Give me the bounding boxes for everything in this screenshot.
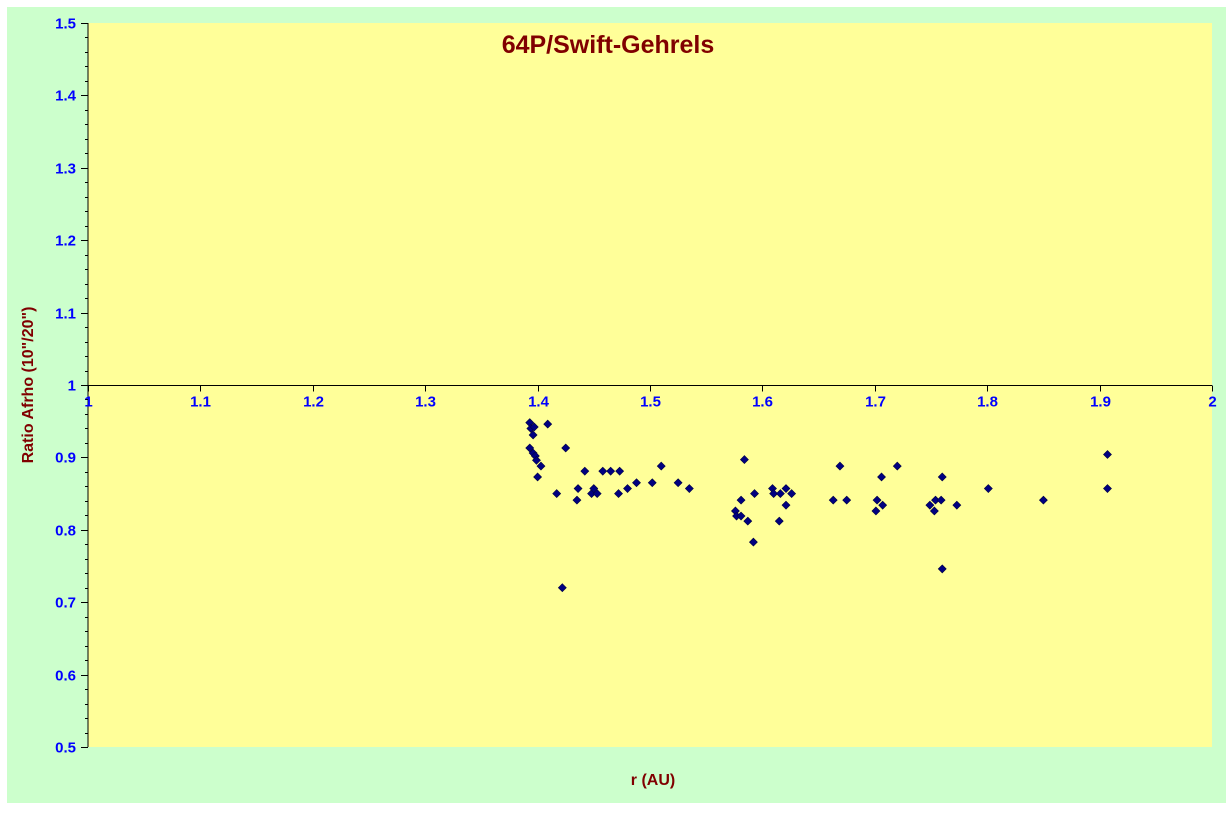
data-points — [525, 418, 1112, 593]
y-tick-label: 1.2 — [55, 233, 76, 250]
x-tick-label: 1.5 — [640, 394, 661, 411]
data-point — [739, 455, 749, 464]
x-tick-label: 1.4 — [528, 394, 550, 411]
data-point — [529, 422, 539, 432]
data-point — [892, 461, 902, 471]
data-point — [647, 478, 657, 488]
data-point — [936, 495, 946, 505]
data-point — [871, 506, 881, 516]
y-tick-label: 1.4 — [55, 88, 77, 105]
y-tick-label: 0.5 — [55, 740, 76, 757]
x-tick-label: 2 — [1208, 394, 1216, 411]
data-point — [952, 500, 962, 510]
x-tick-label: 1.9 — [1090, 394, 1111, 411]
data-point — [750, 489, 759, 499]
x-axis-title: r (AU) — [631, 772, 675, 789]
data-point — [842, 495, 852, 505]
data-point — [552, 489, 562, 499]
data-point — [592, 489, 602, 499]
data-point — [748, 537, 758, 547]
data-point — [872, 495, 882, 505]
x-tick-label: 1.1 — [190, 394, 211, 411]
data-point — [632, 478, 641, 488]
x-tick-label: 1 — [84, 394, 92, 411]
data-point — [835, 461, 845, 471]
x-tick-label: 1.8 — [977, 394, 998, 411]
data-point — [684, 484, 694, 493]
chart-title: 64P/Swift-Gehrels — [502, 31, 715, 59]
data-point — [623, 484, 632, 493]
data-point — [580, 466, 590, 476]
data-point — [656, 461, 666, 471]
data-point — [525, 443, 535, 453]
data-point — [598, 466, 608, 476]
data-point — [536, 461, 546, 471]
y-tick-label: 0.7 — [55, 595, 76, 612]
data-point — [878, 500, 888, 510]
y-tick-label: 1.5 — [55, 16, 76, 33]
data-point — [533, 472, 543, 482]
data-point — [775, 489, 785, 499]
data-point — [573, 484, 583, 493]
data-point — [983, 484, 993, 493]
data-point — [925, 500, 935, 510]
scatter-chart: 0.50.60.70.80.911.11.21.31.41.5 1 1.1 1.2 1… — [20, 16, 1217, 790]
data-point — [606, 466, 616, 476]
data-point — [828, 495, 838, 505]
x-tick-label: 1.7 — [865, 394, 886, 411]
data-point — [929, 506, 939, 516]
x-tick-label: 1.2 — [303, 394, 324, 411]
data-point — [589, 484, 599, 493]
data-point — [673, 478, 683, 488]
y-axis: 0.5 0.6 0.7 0.8 0.9 1 1.1 1.2 1.3 1.4 1.5 — [55, 16, 89, 757]
data-point — [615, 466, 625, 476]
data-point — [572, 495, 582, 505]
data-point — [557, 583, 567, 593]
data-point — [937, 472, 947, 482]
y-tick-label: 1 — [68, 378, 76, 395]
data-point — [781, 484, 791, 493]
y-tick-label: 0.8 — [55, 523, 76, 540]
y-tick-label: 0.6 — [55, 668, 76, 685]
y-tick-label: 1.1 — [55, 306, 76, 323]
data-point — [1103, 484, 1112, 493]
y-tick-label: 0.9 — [55, 450, 76, 467]
data-point — [787, 489, 797, 499]
data-point — [769, 489, 779, 499]
chart-area: 0.5 0.6 0.7 0.8 0.9 1 1.1 1.2 1.3 1.4 1.5 1 1.1 1.2 1… — [7, 7, 1226, 803]
data-point — [1038, 495, 1048, 505]
data-point — [736, 511, 746, 521]
data-point — [1103, 450, 1112, 459]
data-point — [937, 564, 947, 574]
data-point — [736, 495, 746, 505]
data-point — [781, 500, 791, 510]
data-point — [774, 516, 784, 526]
x-axis: 1 1.1 1.2 1.3 1.4 1.5 1.6 1.7 1.8 1.9 2 — [84, 385, 1217, 411]
x-tick-label: 1.3 — [415, 394, 436, 411]
data-point — [528, 430, 538, 440]
x-tick-label: 1.6 — [752, 394, 773, 411]
data-point — [532, 455, 541, 465]
y-axis-title: Ratio Afrho (10"/20") — [20, 307, 37, 464]
data-point — [743, 516, 753, 526]
data-point — [543, 419, 553, 429]
data-point — [561, 443, 571, 453]
y-tick-label: 1.3 — [55, 161, 76, 178]
data-point — [877, 472, 886, 482]
data-point — [614, 489, 623, 499]
